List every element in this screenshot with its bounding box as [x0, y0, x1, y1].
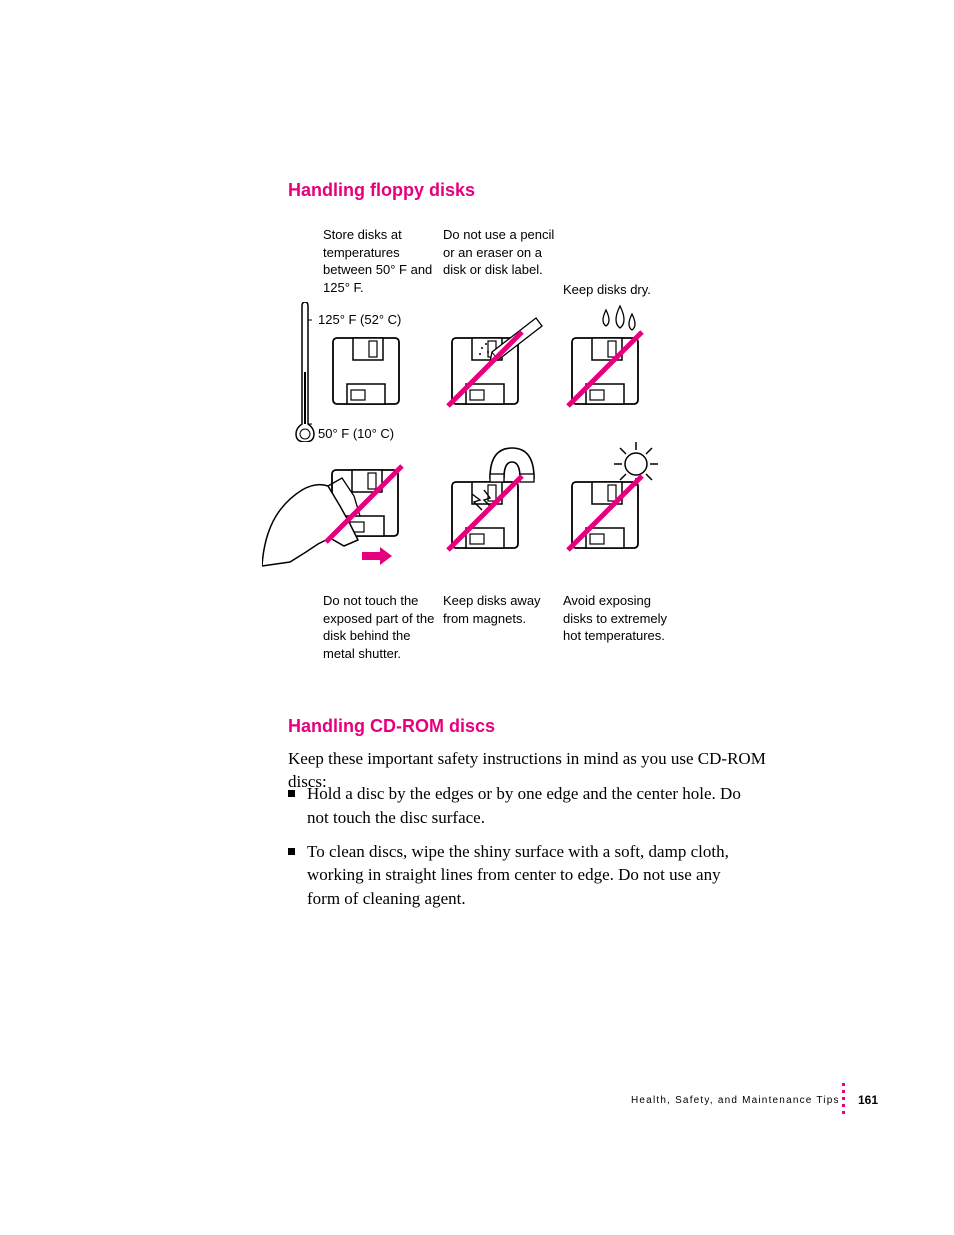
caption-magnets: Keep disks away from magnets.	[443, 592, 553, 627]
caption-pencil: Do not use a pencil or an eraser on a di…	[443, 226, 558, 279]
caption-sun: Avoid exposing disks to extremely hot te…	[563, 592, 678, 645]
temp-high: 125° F (52° C)	[318, 312, 401, 327]
floppy-magnet-icon	[440, 438, 550, 556]
temp-low: 50° F (10° C)	[318, 426, 394, 441]
bullet-text: Hold a disc by the edges or by one edge …	[307, 782, 757, 830]
bullet-marker-icon	[288, 790, 295, 797]
bullet-list: Hold a disc by the edges or by one edge …	[288, 782, 778, 921]
bullet-marker-icon	[288, 848, 295, 855]
caption-temp-store: Store disks at temperatures between 50° …	[323, 226, 438, 296]
dot-icon	[842, 1097, 845, 1100]
bullet-text: To clean discs, wipe the shiny surface w…	[307, 840, 757, 911]
page-number: 161	[858, 1093, 878, 1107]
caption-dry: Keep disks dry.	[563, 281, 673, 299]
floppy-temp-icon	[329, 334, 407, 412]
floppy-sun-icon	[558, 438, 668, 556]
dot-icon	[842, 1104, 845, 1107]
heading-cdrom: Handling CD-ROM discs	[288, 716, 495, 737]
bullet-item: Hold a disc by the edges or by one edge …	[288, 782, 778, 830]
dot-icon	[842, 1111, 845, 1114]
footer-section-label: Health, Safety, and Maintenance Tips	[631, 1095, 840, 1106]
bullet-item: To clean discs, wipe the shiny surface w…	[288, 840, 778, 911]
caption-shutter: Do not touch the exposed part of the dis…	[323, 592, 443, 662]
heading-floppy: Handling floppy disks	[288, 180, 475, 201]
dot-icon	[842, 1090, 845, 1093]
thermometer-icon	[294, 302, 316, 442]
floppy-hand-icon	[262, 446, 422, 586]
dot-icon	[842, 1083, 845, 1086]
floppy-pencil-icon	[440, 312, 550, 412]
document-page: Handling floppy disks Store disks at tem…	[0, 0, 954, 1235]
floppy-drops-icon	[560, 304, 660, 412]
